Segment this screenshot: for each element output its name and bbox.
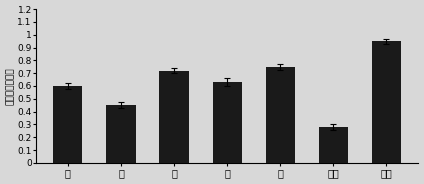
Y-axis label: 基因相对表达量: 基因相对表达量 bbox=[6, 67, 14, 105]
Bar bbox=[53, 86, 83, 163]
Bar bbox=[372, 41, 401, 163]
Bar bbox=[266, 67, 295, 163]
Bar bbox=[212, 82, 242, 163]
Bar bbox=[106, 105, 136, 163]
Bar bbox=[319, 127, 348, 163]
Bar bbox=[159, 71, 189, 163]
